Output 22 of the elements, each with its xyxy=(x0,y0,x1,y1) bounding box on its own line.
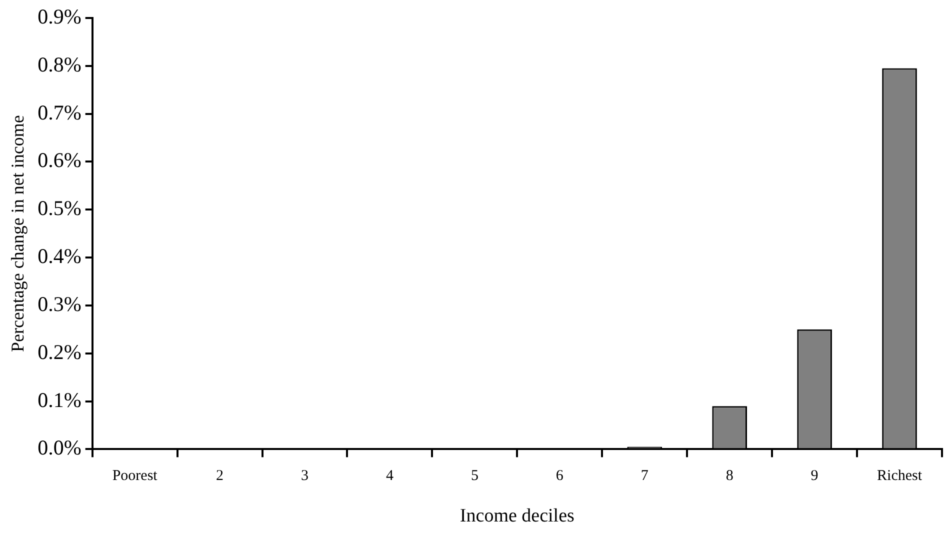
x-tick-label: 3 xyxy=(301,468,309,484)
y-tick-label: 0.3% xyxy=(38,292,82,316)
x-tick-label: 5 xyxy=(470,468,478,484)
y-tick-label: 0.8% xyxy=(38,52,82,76)
y-tick-label: 0.2% xyxy=(38,340,82,364)
x-tick-label: 9 xyxy=(810,468,818,484)
x-tick-label: Poorest xyxy=(112,468,158,484)
x-tick-label: 7 xyxy=(640,468,649,484)
y-tick-label: 0.5% xyxy=(38,196,82,220)
y-tick-label: 0.6% xyxy=(38,148,82,172)
x-tick-label: 6 xyxy=(556,468,564,484)
x-tick-label: Richest xyxy=(877,468,923,484)
y-tick-label: 0.4% xyxy=(38,244,82,268)
y-tick-label: 0.0% xyxy=(38,436,82,460)
x-axis-title: Income deciles xyxy=(460,506,574,527)
x-tick-label: 8 xyxy=(726,468,734,484)
y-tick-label: 0.9% xyxy=(38,4,82,29)
x-tick-label: 2 xyxy=(216,468,224,484)
x-tick-label: 4 xyxy=(386,468,394,484)
y-tick-label: 0.7% xyxy=(38,100,82,124)
y-axis-title: Percentage change in net income xyxy=(8,115,28,352)
y-tick-label: 0.1% xyxy=(38,388,82,412)
